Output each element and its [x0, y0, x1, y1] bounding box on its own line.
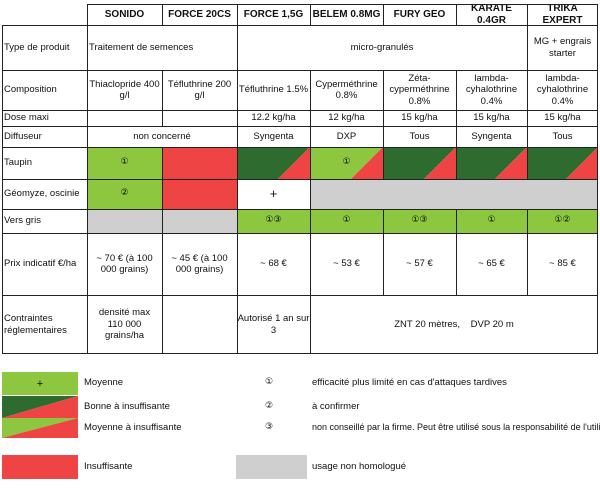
geomyze-force-15g: + [237, 179, 310, 209]
product-comparison-table: SONIDO FORCE 20CS FORCE 1,5G BELEM 0.8MG… [2, 4, 598, 354]
taupin-trika [527, 147, 598, 179]
composition-sonido: Thiaclopride 400 g/l [89, 78, 160, 102]
taupin-force-15g [237, 147, 310, 179]
legend-note-2-symbol: ② [265, 401, 274, 411]
taupin-belem-note: ① [342, 157, 351, 168]
diffuseur-not-concerned: non concerné [133, 130, 191, 142]
prix-trika: ~ 85 € [549, 258, 576, 270]
header-sonido: SONIDO [104, 8, 145, 20]
geomyze-force-20cs [162, 179, 237, 209]
diffuseur-fury-geo: Tous [409, 130, 430, 142]
legend-note-1-text: efficacité plus limité en cas d'attaques… [312, 377, 507, 388]
taupin-karate [456, 147, 527, 179]
row-label-type: Type de produit [4, 41, 70, 53]
legend-swatch-moyenne: + [2, 372, 78, 395]
geomyze-force-mark: + [269, 186, 278, 202]
row-label-composition: Composition [4, 84, 57, 96]
legend-label-non-homologue: usage non homologué [312, 461, 407, 472]
rating-bonne-insuffisante [237, 147, 310, 179]
legend-swatch-non-homologue [236, 455, 307, 479]
diffuseur-trika: Tous [552, 130, 573, 142]
composition-karate: lambda-cyhalothrine 0.4% [465, 72, 518, 107]
rating-bonne-insuffisante [383, 147, 456, 179]
vers-karate-note: ① [487, 215, 496, 226]
geomyze-non-homologue [310, 179, 598, 209]
row-label-contraintes: Contraintes réglementaires [4, 313, 67, 336]
type-seed-treatment: Traitement de semences [89, 41, 194, 53]
vers-force-20cs [162, 209, 237, 233]
row-label-taupin: Taupin [4, 157, 32, 169]
rating-bonne-insuffisante [456, 147, 527, 179]
row-label-prix: Prix indicatif €/ha [4, 258, 77, 270]
vers-belem-note: ① [342, 215, 351, 226]
prix-sonido: ~ 70 € (à 100 000 grains) [96, 252, 153, 276]
header-belem: BELEM 0.8MG [312, 8, 381, 20]
header-force-15g: FORCE 1,5G [243, 8, 304, 20]
legend-label-moyenne-insuffisante: Moyenne à insuffisante [84, 422, 182, 433]
diffuseur-belem: DXP [336, 130, 357, 142]
row-label-vers-gris: Vers gris [4, 215, 41, 227]
header-karate: KARATE 0.4GR [471, 4, 512, 25]
type-trika: MG + engrais starter [533, 36, 592, 59]
geomyze-sonido-note: ② [120, 188, 129, 199]
vers-force-15g-note: ①③ [265, 215, 282, 226]
contraintes-force-15g: Autorisé 1 an sur 3 [237, 313, 310, 336]
composition-trika: lambda-cyhalothrine 0.4% [536, 72, 589, 107]
vers-trika: ①② [527, 209, 598, 233]
vers-karate: ① [456, 209, 527, 233]
legend-label-moyenne: Moyenne [84, 377, 124, 388]
composition-fury-geo: Zéta-cyperméthrine 0.8% [389, 72, 450, 107]
legend-note-3-symbol: ③ [265, 422, 274, 432]
legend-swatch-bonne-insuffisante [2, 396, 78, 418]
header-fury-geo: FURY GEO [393, 8, 446, 20]
taupin-fury-geo [383, 147, 456, 179]
diffuseur-karate: Syngenta [471, 130, 512, 142]
taupin-belem: ① [310, 147, 383, 179]
vers-fury-geo-note: ①③ [411, 215, 428, 226]
row-label-dose: Dose maxi [4, 112, 49, 124]
vers-belem: ① [310, 209, 383, 233]
contraintes-others: ZNT 20 mètres, DVP 20 m [394, 318, 514, 330]
vers-force-15g: ①③ [237, 209, 310, 233]
legend-label-bonne-insuffisante: Bonne à insuffisante [84, 401, 170, 412]
geomyze-sonido: ② [87, 179, 162, 209]
composition-belem: Cyperméthrine 0.8% [315, 78, 378, 102]
composition-force-20cs: Téfluthrine 200 g/l [167, 78, 232, 102]
row-label-geomyze: Géomyze, oscinie [4, 188, 80, 200]
composition-force-15g: Téfluthrine 1.5% [238, 84, 309, 96]
legend-swatch-moyenne-insuffisante [2, 418, 78, 438]
legend-note-3-text: non conseillé par la firme. Peut être ut… [312, 422, 600, 432]
vers-sonido [87, 209, 162, 233]
dose-belem: 12 kg/ha [328, 112, 365, 124]
legend-label-insuffisante: Insuffisante [84, 461, 133, 472]
taupin-sonido-note: ① [120, 157, 129, 168]
prix-fury-geo: ~ 57 € [406, 258, 433, 270]
diffuseur-force-15g: Syngenta [253, 130, 294, 142]
vers-fury-geo: ①③ [383, 209, 456, 233]
header-trika-expert: TRIKA EXPERT [542, 4, 583, 25]
rating-moyenne-insuffisante [310, 147, 383, 179]
rating-bonne-insuffisante [527, 147, 598, 179]
dose-force-15g: 12.2 kg/ha [251, 112, 296, 124]
vers-trika-note: ①② [554, 215, 571, 226]
type-micro-granules: micro-granulés [350, 41, 414, 53]
legend-swatch-insuffisante [2, 455, 78, 479]
row-label-diffuseur: Diffuseur [4, 130, 42, 142]
header-force-20cs: FORCE 20CS [168, 8, 231, 20]
taupin-sonido: ① [87, 147, 162, 179]
dose-karate: 15 kg/ha [473, 112, 510, 124]
prix-belem: ~ 53 € [333, 258, 360, 270]
dose-fury-geo: 15 kg/ha [401, 112, 438, 124]
dose-trika: 15 kg/ha [544, 112, 581, 124]
legend-moyenne-mark: + [36, 377, 44, 390]
legend-note-2-text: à confirmer [312, 401, 360, 412]
contraintes-sonido: densité max 110 000 grains/ha [98, 307, 151, 342]
prix-karate: ~ 65 € [478, 258, 505, 270]
legend-note-1-symbol: ① [265, 377, 274, 387]
taupin-force-20cs [162, 147, 237, 179]
prix-force-15g: ~ 68 € [260, 258, 287, 270]
prix-force-20cs: ~ 45 € (à 100 000 grains) [171, 252, 228, 276]
